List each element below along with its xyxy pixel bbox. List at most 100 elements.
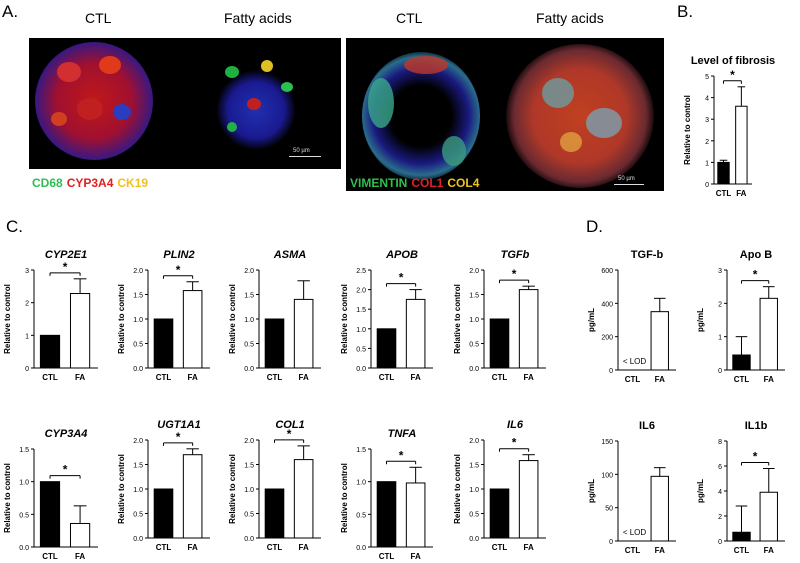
y-tick-label: 2.0 <box>244 438 254 445</box>
y-axis-label: Relative to control <box>453 284 462 354</box>
x-tick-label: CTL <box>379 373 395 382</box>
y-tick-label: 0 <box>25 366 29 373</box>
y-tick-label: 0.0 <box>19 545 29 552</box>
y-tick-label: 0 <box>718 368 722 375</box>
y-tick-label: 1.5 <box>356 447 366 454</box>
y-tick-label: 0 <box>609 539 613 546</box>
micro-left-scale: 50 µm <box>293 148 310 154</box>
bar-ctl <box>153 318 174 369</box>
bar-ctl <box>376 328 397 369</box>
bar-ctl <box>376 481 397 548</box>
y-axis-label: pg/mL <box>696 308 705 332</box>
chart-title: IL6 <box>639 420 655 432</box>
bar-ctl <box>732 531 751 542</box>
y-tick-label: 4 <box>705 96 709 103</box>
chart-title: TGF-b <box>631 249 664 261</box>
panel-label-b: B. <box>677 2 694 21</box>
x-tick-label: FA <box>188 373 198 382</box>
chart-title: TNFA <box>388 428 417 440</box>
micro-right-ctl-label: CTL <box>396 10 423 26</box>
y-tick-label: 1.0 <box>244 487 254 494</box>
x-tick-label: FA <box>411 552 421 561</box>
bar-ctl <box>39 334 61 369</box>
x-tick-label: FA <box>299 373 309 382</box>
micrograph-left: 50 µm <box>29 38 341 169</box>
x-tick-label: FA <box>736 189 746 198</box>
y-tick-label: 2 <box>718 514 722 521</box>
y-tick-label: 600 <box>601 268 613 275</box>
y-tick-label: 1.5 <box>133 463 143 470</box>
y-tick-label: 1 <box>705 160 709 167</box>
significance-marker: * <box>287 427 292 441</box>
y-tick-label: 200 <box>601 335 613 342</box>
y-tick-label: 6 <box>718 464 722 471</box>
y-tick-label: 1.5 <box>469 463 479 470</box>
y-tick-label: 2 <box>705 139 709 146</box>
significance-marker: * <box>399 448 404 462</box>
y-tick-label: 2.0 <box>133 438 143 445</box>
y-tick-label: 1.5 <box>244 293 254 300</box>
x-tick-label: CTL <box>716 189 732 198</box>
y-tick-label: 1 <box>25 333 29 340</box>
y-axis-label: Relative to control <box>683 95 692 165</box>
x-tick-label: CTL <box>734 375 750 384</box>
chart-title: UGT1A1 <box>157 419 200 431</box>
x-tick-label: FA <box>764 375 774 384</box>
y-axis-label: Relative to control <box>340 463 349 533</box>
y-tick-label: 0.0 <box>469 366 479 373</box>
x-tick-label: CTL <box>492 543 508 552</box>
y-tick-label: 2.0 <box>469 268 479 275</box>
x-tick-label: CTL <box>156 543 172 552</box>
x-tick-label: CTL <box>492 373 508 382</box>
y-tick-label: 0.0 <box>244 366 254 373</box>
x-tick-label: CTL <box>267 543 283 552</box>
y-tick-label: 0.5 <box>133 342 143 349</box>
lod-annotation: < LOD <box>623 528 647 537</box>
y-axis-label: Relative to control <box>453 454 462 524</box>
y-tick-label: 0.5 <box>356 512 366 519</box>
micro-left-stain-legend: CD68 CYP3A4 CK19 <box>32 176 152 190</box>
y-tick-label: 2.0 <box>244 268 254 275</box>
y-axis-label: Relative to control <box>117 284 126 354</box>
y-axis-label: pg/mL <box>696 479 705 503</box>
bar-ctl <box>264 488 285 539</box>
chart-title: CYP3A4 <box>45 428 88 440</box>
bar-fa <box>759 491 778 542</box>
y-axis-label: Relative to control <box>340 284 349 354</box>
x-tick-label: CTL <box>734 546 750 555</box>
micro-right-fa-label: Fatty acids <box>536 10 604 26</box>
y-tick-label: 1.0 <box>356 327 366 334</box>
y-axis-label: Relative to control <box>3 284 12 354</box>
y-tick-label: 1.5 <box>356 307 366 314</box>
x-tick-label: FA <box>655 546 665 555</box>
y-axis-label: Relative to control <box>117 454 126 524</box>
chart-title: Level of fibrosis <box>691 55 775 67</box>
lod-annotation: < LOD <box>623 357 647 366</box>
x-tick-label: CTL <box>625 375 641 384</box>
stain-cd68: CD68 <box>32 176 63 190</box>
chart-title: APOB <box>385 249 418 261</box>
y-tick-label: 150 <box>601 439 613 446</box>
y-tick-label: 1.0 <box>133 487 143 494</box>
bar-ctl <box>264 318 285 369</box>
significance-marker: * <box>63 260 68 274</box>
y-tick-label: 100 <box>601 472 613 479</box>
chart-title: CYP2E1 <box>45 249 87 261</box>
y-tick-label: 1.5 <box>244 463 254 470</box>
y-tick-label: 0.0 <box>133 536 143 543</box>
y-tick-label: 2 <box>718 301 722 308</box>
y-axis-label: Relative to control <box>3 463 12 533</box>
micro-left-ctl-label: CTL <box>85 10 112 26</box>
stain-ck19: CK19 <box>117 176 149 190</box>
y-tick-label: 3 <box>718 268 722 275</box>
y-tick-label: 8 <box>718 439 722 446</box>
y-tick-label: 1.0 <box>469 317 479 324</box>
y-tick-label: 0.5 <box>244 342 254 349</box>
